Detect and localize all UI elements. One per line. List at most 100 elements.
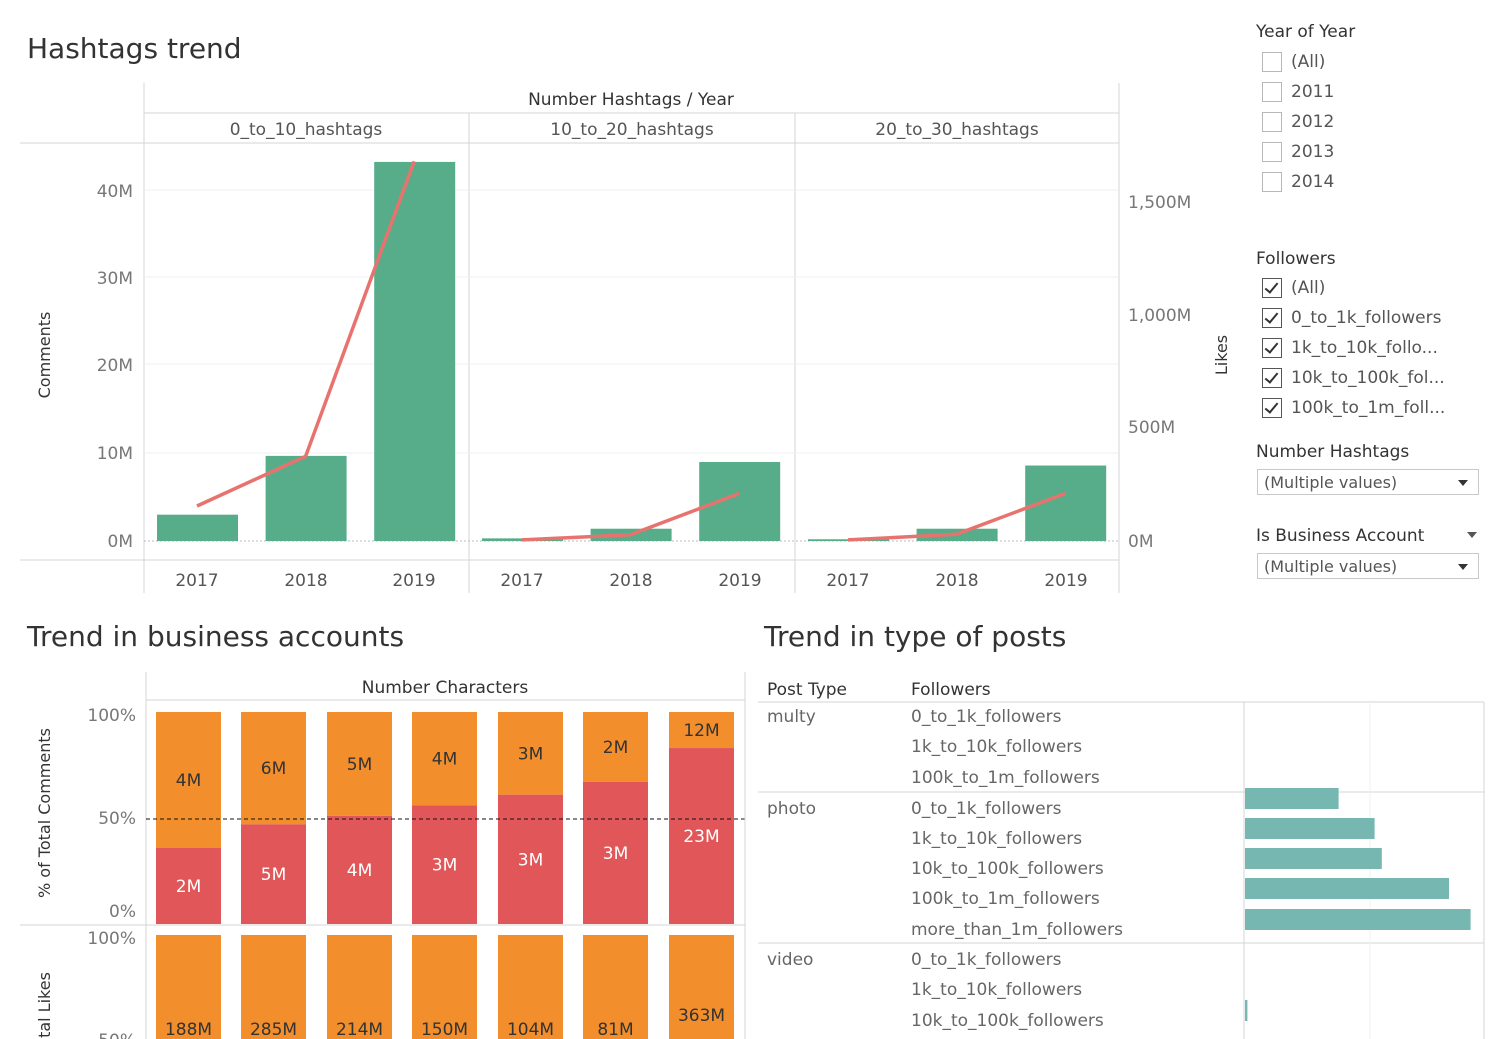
tick-30m: 30M <box>97 269 133 289</box>
share-bar-top <box>241 712 306 825</box>
tick-20m: 20M <box>97 356 133 376</box>
share-bar-top <box>669 935 734 1039</box>
share-bar-top <box>241 935 306 1039</box>
tick-0: 0% <box>109 902 136 922</box>
tick-50-likes: 50% <box>98 1031 136 1039</box>
pct-axis-ticks: 100% 50% 0% 100% 50% <box>87 706 136 1039</box>
year-option-all[interactable]: (All) <box>1262 49 1325 75</box>
pct-likes-axis-label: tal Likes <box>35 972 54 1038</box>
share-bar-label: 12M <box>683 721 719 741</box>
dropdown-arrow-icon <box>1458 564 1468 570</box>
hashtags-trend-chart: Number Hashtags / Year 0_to_10_hashtags … <box>20 83 1231 593</box>
share-bar-label: 4M <box>432 750 457 770</box>
checked-checkbox-icon[interactable] <box>1262 368 1282 388</box>
year-label: 2017 <box>826 571 869 591</box>
tick-500m: 500M <box>1128 418 1175 438</box>
followers-row: 0_to_1k_followers <box>911 950 1062 970</box>
followers-option-1k-10k[interactable]: 1k_to_10k_follo... <box>1262 335 1438 361</box>
checked-checkbox-icon[interactable] <box>1262 308 1282 328</box>
share-bar-top <box>327 712 392 816</box>
share-bar-label: 3M <box>518 850 543 870</box>
option-label: 2011 <box>1291 82 1335 102</box>
year-label: 2018 <box>284 571 327 591</box>
checked-checkbox-icon[interactable] <box>1262 398 1282 418</box>
tick-0m-right: 0M <box>1128 532 1153 552</box>
year-option-2012[interactable]: 2012 <box>1262 109 1334 135</box>
checked-checkbox-icon[interactable] <box>1262 278 1282 298</box>
tick-1500m: 1,500M <box>1128 193 1191 213</box>
dropdown-value: (Multiple values) <box>1264 472 1398 492</box>
year-option-2011[interactable]: 2011 <box>1262 79 1334 105</box>
year-option-2014[interactable]: 2014 <box>1262 169 1334 195</box>
option-label: 1k_to_10k_follo... <box>1291 338 1438 358</box>
checkbox-icon[interactable] <box>1262 52 1282 72</box>
share-bar-top <box>583 935 648 1039</box>
followers-option-100k-1m[interactable]: 100k_to_1m_foll... <box>1262 395 1445 421</box>
option-label: 100k_to_1m_foll... <box>1291 398 1446 418</box>
post-type-multy: multy <box>767 707 816 727</box>
share-bar-top <box>583 712 648 782</box>
likes-line <box>847 491 1066 542</box>
is-business-dropdown[interactable]: (Multiple values) <box>1257 553 1479 579</box>
checkbox-icon[interactable] <box>1262 82 1282 102</box>
option-label: 10k_to_100k_fol... <box>1291 368 1445 388</box>
followers-option-10k-100k[interactable]: 10k_to_100k_fol... <box>1262 365 1445 391</box>
share-bar-label: 285M <box>250 1020 297 1039</box>
year-label: 2018 <box>935 571 978 591</box>
share-bar-label: 3M <box>432 856 457 876</box>
followers-row: 100k_to_1m_followers <box>911 889 1100 909</box>
post-type-header: Post Type <box>767 680 847 700</box>
share-bar-label: 363M <box>678 1006 725 1026</box>
filter-menu-arrow-icon[interactable] <box>1467 532 1477 538</box>
number-hashtags-dropdown[interactable]: (Multiple values) <box>1257 469 1479 495</box>
share-bar-top <box>156 935 221 1039</box>
followers-row-labels: 0_to_1k_followers 1k_to_10k_followers 10… <box>911 707 1123 1031</box>
share-bar-bottom <box>498 794 563 924</box>
option-label: 2012 <box>1291 112 1335 132</box>
pct-comments-axis-label: % of Total Comments <box>35 728 54 898</box>
checkbox-icon[interactable] <box>1262 172 1282 192</box>
year-filter-title: Year of Year <box>1256 22 1356 42</box>
tick-100: 100% <box>87 706 136 726</box>
share-bar-bottom <box>583 781 648 924</box>
post-type-photo: photo <box>767 799 816 819</box>
option-label: 2013 <box>1291 142 1335 162</box>
post-count-bar <box>1245 848 1382 869</box>
hashtags-grid <box>144 189 1119 454</box>
number-characters-header: Number Characters <box>362 678 529 698</box>
comments-bar <box>699 462 781 541</box>
share-bar-label: 214M <box>336 1020 383 1039</box>
year-label: 2017 <box>500 571 543 591</box>
checkbox-icon[interactable] <box>1262 142 1282 162</box>
year-label: 2018 <box>609 571 652 591</box>
checkbox-icon[interactable] <box>1262 112 1282 132</box>
tick-10m: 10M <box>97 444 133 464</box>
panel-header-10-20: 10_to_20_hashtags <box>550 120 714 140</box>
hashtags-trend-title: Hashtags trend <box>27 32 242 65</box>
share-bar-bottom <box>156 847 221 924</box>
share-bar-bottom <box>669 748 734 924</box>
hashtag-bars <box>157 161 1107 542</box>
followers-row: 1k_to_10k_followers <box>911 737 1082 757</box>
year-option-2013[interactable]: 2013 <box>1262 139 1334 165</box>
option-label: (All) <box>1291 52 1326 72</box>
checked-checkbox-icon[interactable] <box>1262 338 1282 358</box>
followers-header: Followers <box>911 680 991 700</box>
dropdown-arrow-icon <box>1458 480 1468 486</box>
followers-option-0-1k[interactable]: 0_to_1k_followers <box>1262 305 1442 331</box>
post-bars <box>1245 788 1471 1021</box>
year-label: 2017 <box>175 571 218 591</box>
share-bar-top <box>412 935 477 1039</box>
followers-option-all[interactable]: (All) <box>1262 275 1325 301</box>
year-label: 2019 <box>392 571 435 591</box>
post-count-bar <box>1245 818 1375 839</box>
likes-line <box>521 491 740 542</box>
post-type-video: video <box>767 950 813 970</box>
followers-filter-title: Followers <box>1256 249 1336 269</box>
business-trend-title: Trend in business accounts <box>27 620 405 653</box>
share-bar-label: 4M <box>347 861 372 881</box>
share-bar-top <box>412 712 477 806</box>
dropdown-value: (Multiple values) <box>1264 556 1398 576</box>
share-bar-bottom <box>241 824 306 924</box>
posts-trend-table: Post Type Followers multy photo video 0_… <box>744 672 1485 1039</box>
